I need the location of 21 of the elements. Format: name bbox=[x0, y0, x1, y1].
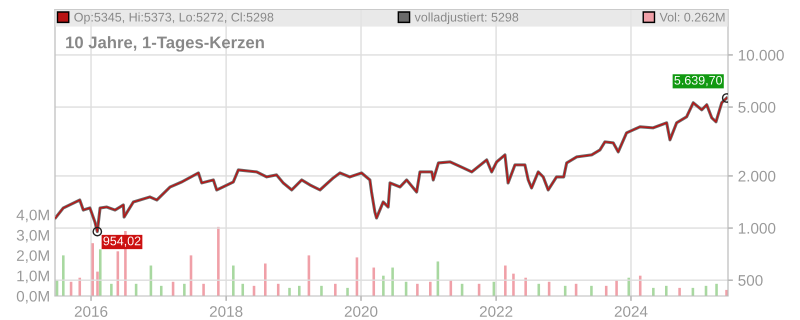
y-tick-label: 5.000 bbox=[738, 102, 776, 113]
y-tick-label: 2.000 bbox=[738, 170, 776, 182]
text: 10 Jahre, 1-Tages-Kerzen bbox=[66, 36, 264, 52]
y2-tick-label: 2,0M bbox=[16, 250, 49, 263]
legend-label: volladjustiert: 5298 bbox=[414, 12, 518, 24]
y2-tick-label: 1,0M bbox=[17, 270, 49, 284]
y2-tick-label: 3,0M bbox=[16, 230, 49, 243]
x-tick-label: 2016 bbox=[74, 306, 108, 317]
annotation: 954,02 bbox=[103, 236, 140, 247]
x-tick-label: 2022 bbox=[480, 306, 512, 317]
legend-label: Vol: 0.262M bbox=[660, 12, 724, 22]
y-tick-label: 10.000 bbox=[738, 50, 784, 61]
y-tick-label: 1.000 bbox=[738, 222, 776, 234]
y-tick-label: 500 bbox=[738, 275, 763, 286]
annotation: 5.639,70 bbox=[674, 76, 722, 86]
x-tick-label: 2018 bbox=[210, 306, 242, 317]
x-tick-label: 2020 bbox=[344, 306, 378, 317]
y2-tick-label: 0,0M bbox=[16, 290, 49, 304]
legend-label: Op:5345, Hi:5373, Lo:5272, Cl:5298 bbox=[74, 12, 274, 24]
y2-tick-label: 4,0M bbox=[16, 210, 49, 222]
x-tick-label: 2024 bbox=[614, 306, 648, 317]
